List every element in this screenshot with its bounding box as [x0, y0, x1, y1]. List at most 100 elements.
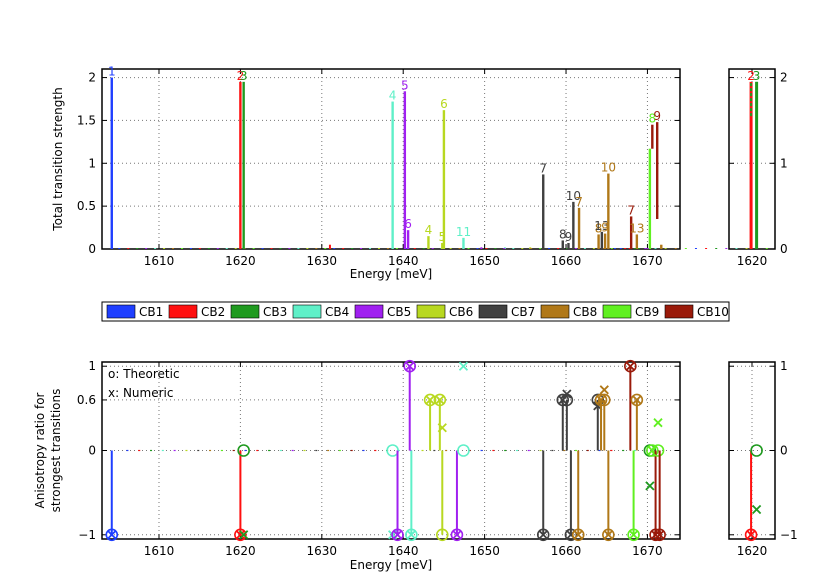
y-tick-label: 1 — [88, 156, 96, 170]
x-axis-label: Energy [meV] — [350, 267, 432, 281]
theoretic-marker-circle — [597, 393, 611, 407]
legend-swatch — [106, 304, 136, 319]
bar — [403, 91, 407, 250]
bar-label: 5 — [438, 230, 446, 244]
plot-area — [102, 69, 680, 249]
bar-label: 1 — [108, 65, 116, 79]
theoretic-marker-circle — [405, 528, 418, 542]
bar — [561, 240, 564, 249]
theoretic-marker-circle — [651, 444, 665, 457]
legend-label: CB1 — [139, 305, 163, 319]
y-tick-label: 0 — [780, 444, 788, 458]
theoretic-marker-circle — [750, 444, 763, 457]
bar-label: 4 — [389, 89, 397, 103]
x-tick-label: 1630 — [307, 544, 338, 558]
bar-label: 13 — [629, 221, 644, 235]
theoretic-marker-circle — [594, 393, 608, 407]
y-tick-label: 1 — [780, 359, 788, 373]
bar-label: 13 — [594, 219, 609, 233]
y-tick-label: 0.5 — [77, 199, 96, 213]
bar-label: 8 — [595, 221, 603, 235]
bar-label: 8 — [559, 227, 567, 241]
theoretic-marker-circle — [649, 528, 662, 542]
plot-frame — [101, 361, 681, 540]
legend-label: CB9 — [635, 305, 659, 319]
theoretic-marker-circle — [435, 528, 449, 542]
theoretic-marker-circle — [744, 528, 758, 542]
numeric-marker — [632, 395, 642, 405]
theoretic-marker-circle — [564, 528, 578, 542]
y-tick-label: 2 — [780, 71, 788, 85]
bar-label: 2 — [747, 69, 755, 83]
bar-label: 7 — [575, 195, 583, 209]
bar — [629, 216, 633, 249]
bar-label: 5 — [401, 78, 409, 92]
bottom-zoom-panel: 1620 −1 0 1 — [728, 359, 798, 558]
plot-frame — [728, 361, 776, 540]
numeric-marker — [107, 530, 117, 540]
bar-label: 3 — [240, 69, 248, 83]
legend-label: CB8 — [573, 305, 597, 319]
numeric-marker — [573, 530, 583, 540]
theoretic-marker-circle — [627, 528, 640, 542]
bar-label: 6 — [404, 217, 412, 231]
bar-label: 4 — [425, 223, 433, 237]
numeric-marker — [751, 504, 762, 515]
series-legend: CB1 CB2 CB3 CB4 CB5 CB6 CB7 CB8 CB9 CB10 — [101, 301, 730, 322]
bar — [391, 101, 394, 249]
bar-label: 9 — [653, 109, 661, 123]
theoretic-marker-circle — [234, 528, 247, 542]
bar-label: 8 — [649, 112, 657, 126]
bar-label: 10 — [566, 189, 581, 203]
x-tick-label: 1640 — [388, 544, 419, 558]
x-tick-label: 1650 — [469, 544, 500, 558]
theoretic-marker-circle — [433, 393, 447, 407]
x-tick-label: 1630 — [307, 254, 338, 268]
bar-label: 9 — [601, 221, 609, 235]
bar — [600, 231, 604, 249]
numeric-marker — [405, 361, 415, 371]
bar — [427, 236, 430, 249]
bar-label: 2 — [237, 69, 245, 83]
x-tick-label: 1620 — [737, 254, 768, 268]
plot-frame — [101, 68, 681, 250]
bar — [567, 243, 570, 249]
x-tick-label: 1640 — [388, 254, 419, 268]
bar — [651, 124, 654, 149]
theoretic-marker-circle — [630, 393, 644, 407]
bar — [607, 173, 610, 249]
numeric-marker — [239, 530, 249, 540]
numeric-marker — [437, 423, 447, 433]
legend-swatch — [664, 304, 694, 319]
theoretic-marker-circle — [450, 528, 464, 542]
y-axis-label: Total transition strength — [51, 87, 65, 231]
x-tick-label: 1620 — [737, 544, 768, 558]
theoretic-marker-circle — [403, 359, 417, 373]
bar-label: 9 — [565, 230, 573, 244]
bar — [441, 243, 444, 249]
numeric-marker — [562, 389, 572, 399]
numeric-marker — [603, 530, 613, 540]
legend-label: CB10 — [697, 305, 729, 319]
numeric-marker — [435, 395, 445, 405]
bottom-panel: 1610 1620 1630 1640 1650 1660 1670 −1 0 0.6 1 o: Th… — [33, 359, 681, 572]
bar-label: 7 — [539, 161, 547, 175]
legend-swatch — [602, 304, 632, 319]
bar — [603, 233, 607, 249]
x-tick-label: 1650 — [469, 254, 500, 268]
legend-swatch — [168, 304, 198, 319]
theoretic-marker-circle — [571, 528, 585, 542]
numeric-marker — [625, 361, 635, 371]
numeric-marker — [452, 530, 462, 540]
y-axis-label-line1: Anisotropy ratio for — [33, 392, 47, 508]
bar-label: 6 — [440, 97, 448, 111]
bar — [577, 207, 581, 249]
x-tick-label: 1620 — [225, 544, 256, 558]
y-tick-label: −1 — [780, 528, 798, 542]
bar — [648, 148, 652, 249]
y-tick-label: 0 — [88, 242, 96, 256]
theoretic-marker-circle — [457, 444, 470, 457]
